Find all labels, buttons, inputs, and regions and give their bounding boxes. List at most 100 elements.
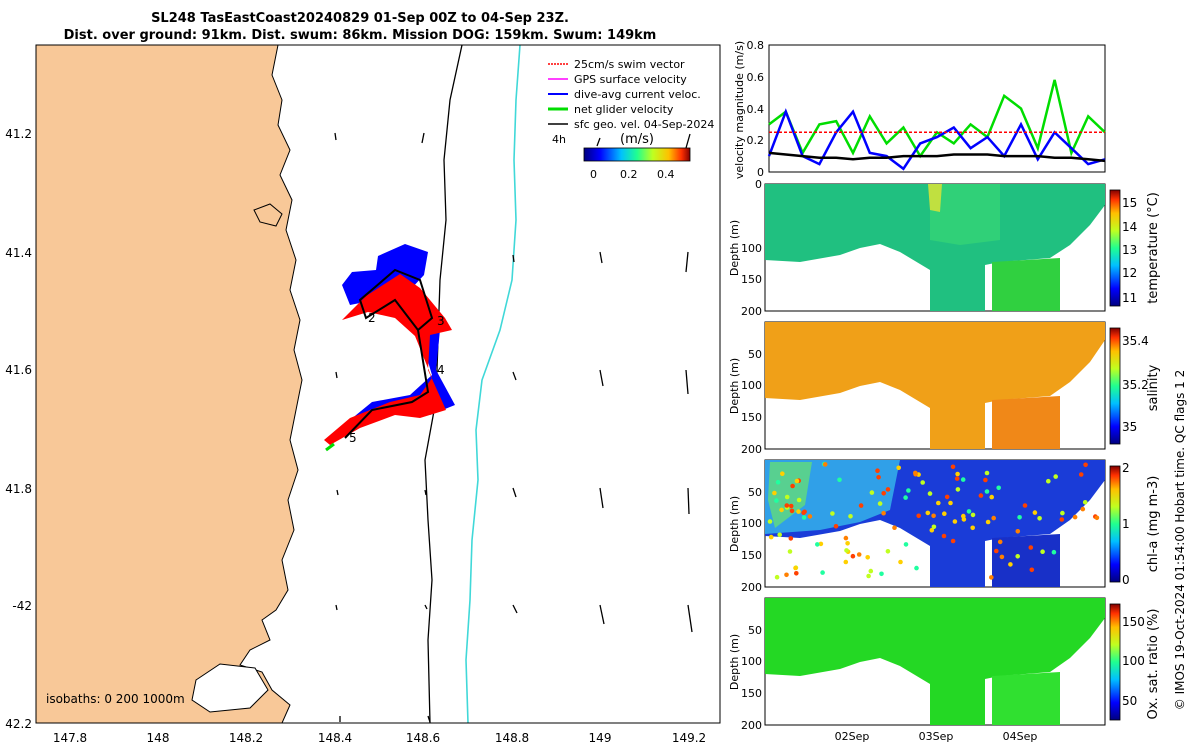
map-legend: 25cm/s swim vector GPS surface velocity … (548, 58, 714, 181)
temperature-section (930, 184, 1000, 245)
map-x-tick: 148 (147, 731, 170, 745)
chla-dot (790, 483, 795, 489)
chla-dot (896, 465, 901, 471)
chla-dot (942, 511, 947, 516)
geo-vector (599, 251, 603, 264)
geo-vector (599, 487, 604, 509)
day-label-5: 5 (349, 431, 357, 445)
chla-dot (788, 536, 794, 541)
geo-vector (424, 489, 427, 496)
depth-label-chla: Depth (m) (728, 496, 741, 552)
chla-dot (774, 498, 779, 503)
chla-dot (822, 462, 828, 467)
chla-dot (985, 519, 991, 525)
oxygen-colorbar (1109, 603, 1121, 721)
chla-dot (796, 509, 801, 514)
chla-dot (767, 519, 773, 524)
chla-dot (845, 541, 850, 546)
isobath-200 (424, 45, 463, 723)
time-axis: 02Sep 03Sep 04Sep (835, 730, 1038, 743)
salinity-cbar-ticks: 35 35.2 35.4 (1122, 334, 1149, 434)
geo-vector (512, 371, 517, 381)
chla-dot (1015, 554, 1020, 559)
chla-colorbar (1109, 465, 1121, 583)
velocity-chart: 0 0.2 0.4 0.6 0.8 velocity magnitude (m/… (733, 39, 1106, 179)
chla-dot (955, 487, 961, 492)
legend-dive-avg-label: dive-avg current veloc. (574, 88, 701, 101)
legend-swim-label: 25cm/s swim vector (574, 58, 685, 71)
temperature-panel: 11 12 13 14 15 temperature (°C) (764, 183, 1161, 312)
chla-cbar-label: chl-a (mg m-3) (1146, 476, 1161, 573)
chla-dot (1028, 545, 1034, 550)
salinity-cbar-label: salinity (1146, 364, 1161, 411)
chla-dot (865, 555, 870, 560)
chla-dot (1080, 506, 1086, 512)
time-tick: 04Sep (1003, 730, 1038, 743)
geo-vector (334, 132, 337, 141)
salinity-colorbar (1109, 327, 1121, 445)
chla-dot (1094, 515, 1100, 521)
depth-tick: 200 (741, 719, 762, 732)
temperature-section (765, 184, 1105, 311)
chla-dot (961, 517, 967, 522)
chla-dot (868, 568, 874, 574)
map-x-ticks: 147.8 148 148.2 148.4 148.6 148.8 149 14… (53, 731, 706, 745)
chla-dot (999, 554, 1005, 560)
chla-dot (989, 575, 994, 580)
credit-text: © IMOS 19-Oct-2024 01:54:00 Hobart time.… (1173, 370, 1187, 711)
chla-dot (898, 559, 903, 565)
chla-dot (916, 513, 921, 519)
day-label-3: 3 (437, 314, 445, 328)
map-y-tick: 42.2 (5, 717, 32, 731)
chla-dot (1029, 567, 1035, 573)
chla-dot (966, 509, 972, 514)
geo-vector (685, 251, 689, 273)
chla-dot (877, 501, 883, 506)
chla-dot (991, 515, 996, 521)
chla-dot (948, 500, 953, 506)
chla-panel: 0 1 2 chl-a (mg m-3) (764, 459, 1161, 588)
bay-water (191, 663, 269, 713)
chla-dot (837, 477, 842, 483)
velocity-ylabel: velocity magnitude (m/s) (733, 41, 746, 179)
colorbar-tick: 0 (590, 168, 597, 181)
chla-dot (794, 478, 800, 484)
net-velocity-tail (325, 442, 335, 452)
chla-dot (830, 511, 835, 516)
oxygen-cbar-label: Ox. sat. ratio (%) (1146, 609, 1161, 720)
chla-dot (892, 525, 897, 530)
legend-4h-arrow (596, 137, 601, 147)
chla-dot (801, 515, 807, 520)
geo-vector (687, 604, 693, 633)
chla-dot (869, 490, 875, 495)
depth-tick: 150 (741, 549, 762, 562)
chla-dot (970, 525, 975, 531)
velocity-y-tick: 0.4 (747, 103, 765, 116)
chla-dot (1008, 562, 1013, 567)
geo-vector-field (334, 132, 693, 723)
map-frame (35, 44, 721, 724)
land-mass (36, 45, 303, 723)
geo-vector (512, 487, 517, 498)
velocity-series-1 (767, 108, 1106, 171)
time-tick: 03Sep (919, 730, 954, 743)
oxygen-cbar-ticks: 50 100 150 (1122, 615, 1145, 708)
oxygen-cbar-tick: 50 (1122, 694, 1137, 708)
chla-dot (978, 493, 984, 498)
chla-dot (1015, 529, 1021, 534)
chla-dot (879, 571, 884, 577)
chla-dot (787, 549, 793, 554)
depth-tick: 0 (755, 178, 762, 191)
chla-dot (1053, 474, 1058, 479)
legend-net-label: net glider velocity (574, 103, 674, 116)
chla-dot (903, 495, 908, 500)
colorbar-tick: 0.2 (620, 168, 638, 181)
salinity-section (992, 396, 1060, 449)
chla-dot (784, 503, 790, 508)
map-x-tick: 148.2 (229, 731, 263, 745)
chla-dot (1059, 517, 1065, 522)
chla-dot (876, 475, 881, 480)
salinity-cbar-tick: 35.4 (1122, 334, 1149, 348)
geo-vector (335, 604, 338, 611)
chla-dot (768, 534, 774, 540)
